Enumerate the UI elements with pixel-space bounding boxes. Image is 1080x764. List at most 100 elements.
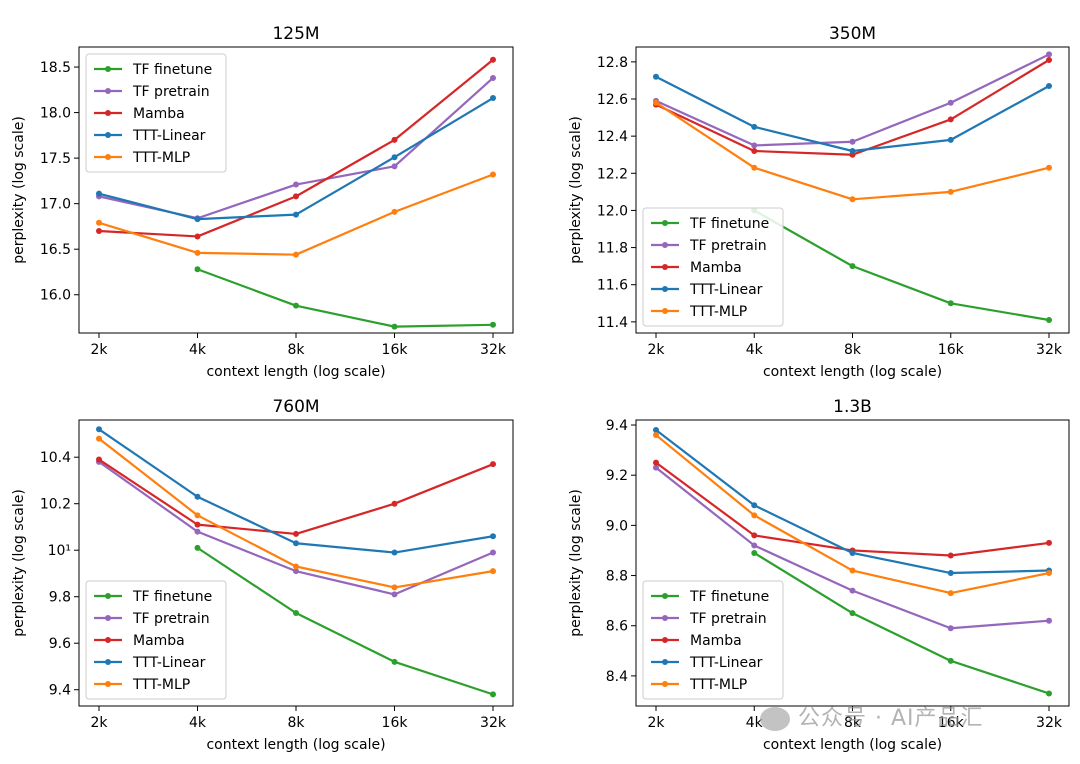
legend-entry: TTT-MLP xyxy=(132,677,190,693)
data-point xyxy=(751,142,758,149)
series-line xyxy=(196,546,494,696)
x-tick-label: 32k xyxy=(480,342,507,358)
legend-entry: TF finetune xyxy=(132,589,212,605)
legend-marker xyxy=(105,66,111,72)
chart-title: 1.3B xyxy=(833,397,872,417)
legend-marker xyxy=(105,132,111,138)
x-axis-label: context length (log scale) xyxy=(206,737,385,753)
data-point xyxy=(293,609,299,616)
data-point xyxy=(391,323,398,330)
x-tick-label: 16k xyxy=(938,715,965,731)
x-tick-label: 16k xyxy=(938,342,965,358)
data-point xyxy=(751,123,758,130)
data-point xyxy=(653,99,659,106)
y-tick-label: 9.6 xyxy=(49,636,71,652)
data-point xyxy=(194,521,201,528)
data-point xyxy=(947,300,954,307)
y-tick-label: 11.4 xyxy=(597,315,628,331)
legend-entry: TF pretrain xyxy=(689,611,767,627)
axes-frame xyxy=(635,46,1070,334)
y-tick-label: 9.4 xyxy=(49,683,71,699)
chart-panel-4: 1.3B 2k 4k 8k 16k 32k 8.4 8.6 8.8 9.0 9.2 9.4 contex… xyxy=(568,397,1070,753)
x-tick-label: 32k xyxy=(1036,342,1063,358)
data-point xyxy=(1046,51,1052,58)
y-axis-label: perplexity (log scale) xyxy=(568,489,584,637)
y-tick-label: 9.8 xyxy=(49,590,71,606)
x-tick-label: 4k xyxy=(746,715,764,731)
x-tick-label: 2k xyxy=(90,715,108,731)
data-point xyxy=(947,657,954,664)
data-point xyxy=(490,461,496,468)
x-tick-label: 32k xyxy=(480,715,507,731)
watermark-text: 公众号 · AI产品汇 xyxy=(798,706,984,731)
x-axis-label: context length (log scale) xyxy=(763,737,942,753)
data-point xyxy=(293,540,299,547)
y-tick-label: 8.6 xyxy=(606,619,628,635)
y-tick-label: 18.5 xyxy=(40,60,71,76)
x-tick-label: 32k xyxy=(1036,715,1063,731)
legend-entry: TF pretrain xyxy=(689,238,767,254)
data-point xyxy=(96,219,102,226)
x-tick-label: 8k xyxy=(844,715,862,731)
data-point xyxy=(391,584,398,591)
legend-marker xyxy=(105,110,111,116)
data-point xyxy=(490,691,496,698)
data-point xyxy=(391,154,398,161)
data-point xyxy=(947,625,954,632)
legend-entry: TF finetune xyxy=(689,216,769,232)
data-point xyxy=(1046,539,1052,546)
y-tick-label: 12.2 xyxy=(597,166,628,182)
data-point xyxy=(653,427,659,434)
data-point xyxy=(1046,690,1052,697)
y-tick-label: 12.4 xyxy=(597,129,628,145)
y-tick-label: 10¹ xyxy=(48,543,71,559)
series-line xyxy=(753,209,1050,322)
data-point xyxy=(849,138,856,145)
y-tick-label: 17.5 xyxy=(40,151,71,167)
x-axis-label: context length (log scale) xyxy=(206,364,385,380)
legend-box xyxy=(642,207,784,327)
data-point xyxy=(653,464,659,471)
data-point xyxy=(391,163,398,170)
data-point xyxy=(947,590,954,597)
chart-title: 760M xyxy=(272,397,319,417)
data-point xyxy=(391,500,398,507)
data-point xyxy=(653,459,659,466)
y-tick-label: 18.0 xyxy=(40,106,71,122)
y-tick-label: 12.0 xyxy=(597,203,628,219)
wechat-icon xyxy=(760,707,790,731)
y-tick-label: 8.8 xyxy=(606,569,628,585)
data-point xyxy=(751,148,758,154)
data-point xyxy=(751,502,758,509)
data-point xyxy=(293,211,299,218)
data-point xyxy=(947,136,954,143)
series-line xyxy=(98,460,494,596)
legend: TF finetune TF pretrain Mamba TTT-Linear TTT… xyxy=(85,53,227,173)
legend-marker xyxy=(662,220,668,226)
x-tick-label: 16k xyxy=(382,715,409,731)
legend-entry: TTT-Linear xyxy=(689,282,763,298)
y-tick-label: 9.2 xyxy=(606,468,628,484)
chart-title: 350M xyxy=(829,24,876,44)
data-point xyxy=(293,530,299,537)
data-point xyxy=(194,216,201,223)
legend-marker xyxy=(662,286,668,292)
series-line xyxy=(197,268,494,328)
axes-frame xyxy=(635,419,1070,707)
data-point xyxy=(293,563,299,570)
legend-marker xyxy=(662,637,668,643)
chart-title: 125M xyxy=(272,24,319,44)
data-point xyxy=(751,549,758,556)
chart-panel-1: 125M 2k 4k 8k 16k 32k 16.0 16.5 17.0 17.5 18.0 18.5… xyxy=(11,24,514,380)
data-point xyxy=(751,512,758,519)
legend-entry: Mamba xyxy=(133,106,185,122)
legend-marker xyxy=(105,154,111,160)
x-tick-label: 4k xyxy=(746,342,764,358)
watermark: 公众号 · AI产品汇 xyxy=(760,700,984,732)
data-point xyxy=(947,188,954,195)
data-point xyxy=(849,148,856,154)
legend-marker xyxy=(105,615,111,621)
legend-marker xyxy=(662,659,668,665)
data-point xyxy=(490,95,496,102)
